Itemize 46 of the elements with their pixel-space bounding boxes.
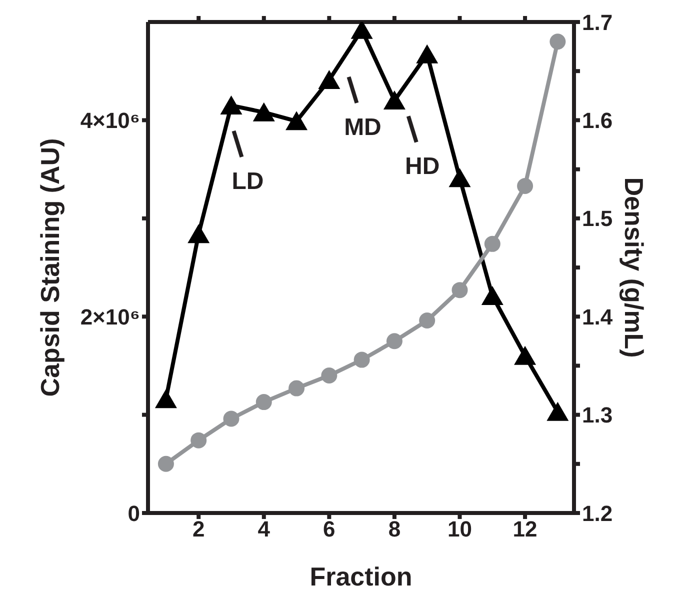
y2-tick-label: 1.4 [582,304,614,330]
y2-axis-title: Density (g/mL) [618,177,649,358]
point [452,282,468,298]
point [154,389,177,408]
point [419,312,436,329]
point [188,224,210,244]
point [383,90,406,110]
y2-tick-label: 1.2 [582,500,613,526]
point [416,44,438,64]
y-tick-label: 4×10⁶ [80,108,140,134]
y-tick-label: 0 [128,500,140,526]
point [223,410,240,427]
annotation: HD [405,153,440,180]
point [321,368,338,384]
point [354,352,370,368]
point [256,394,272,410]
point [220,95,242,114]
point [288,380,305,396]
point [517,178,534,194]
y2-tick-label: 1.7 [582,10,613,35]
point [448,168,471,188]
point [484,236,500,252]
annotation: LD [232,168,264,195]
annotation: MD [344,114,382,141]
x-tick-label: 4 [258,516,271,542]
y-tick-label: 2×10⁶ [80,304,140,330]
x-tick-label: 12 [512,516,538,542]
y2-tick-label: 1.6 [582,108,613,134]
point [546,402,569,421]
point [286,111,308,130]
point [252,102,275,122]
point [158,456,174,472]
x-tick-label: 2 [192,516,205,542]
point [318,70,340,89]
y2-tick-label: 1.5 [582,206,613,232]
x-axis-title: Fraction [310,561,412,592]
y2-tick-label: 1.3 [582,402,613,428]
y-axis-title: Capsid Staining (AU) [35,138,66,397]
point [386,333,402,350]
point [514,346,536,365]
x-tick-label: 10 [448,516,472,542]
point [550,34,566,50]
x-tick-label: 6 [323,516,336,542]
point [481,286,504,305]
x-tick-label: 8 [388,516,401,542]
point [190,432,207,448]
